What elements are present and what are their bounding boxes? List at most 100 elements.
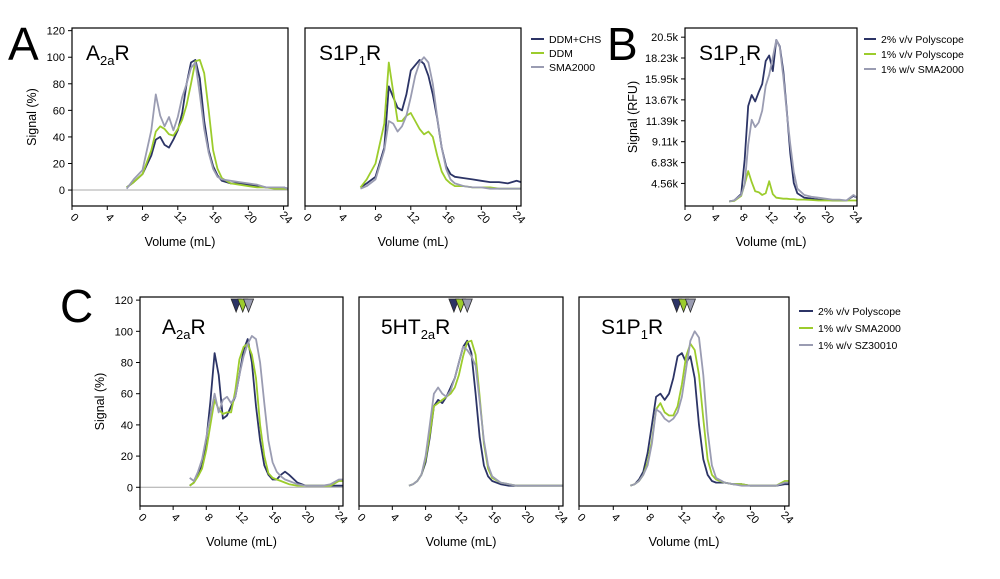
x-tick-label: 16: [710, 509, 727, 526]
x-tick-label: 0: [136, 511, 149, 524]
series-line-3: [729, 39, 858, 203]
panel-letter-b: B: [607, 18, 638, 70]
series-line-1: [360, 59, 522, 189]
y-axis-label: Signal (RFU): [626, 81, 640, 153]
x-tick-label: 20: [819, 209, 836, 226]
plot-frame: [684, 27, 858, 207]
chart-b: 0 4 8 12 16 20 24 4.56k 6.83k 9.11k 11.39k 13.67k 15…: [626, 27, 964, 249]
chart-title: S1P1R: [319, 42, 381, 68]
series-line-3: [408, 346, 563, 487]
x-tick-label: 8: [421, 511, 434, 524]
x-tick-label: 8: [138, 211, 151, 224]
x-tick-label: 24: [847, 209, 864, 226]
x-tick-label: 4: [169, 511, 182, 524]
x-tick-label: 16: [791, 209, 808, 226]
legend-label: 1% w/v SMA2000: [881, 64, 964, 76]
legend-label: DDM: [549, 48, 573, 60]
x-tick-label: 8: [737, 211, 750, 224]
x-axis-label: Volume (mL): [378, 235, 449, 249]
x-tick-label: 20: [744, 509, 761, 526]
y-tick-label: 80: [53, 79, 65, 91]
legend-label: 2% v/v Polyscope: [818, 306, 901, 318]
legend-label: DDM+CHS: [549, 34, 601, 46]
chart-c3: 0 4 8 12 16 20 24 Volume (mL) S1P1R 2% v/v Polysc…: [575, 296, 901, 549]
x-tick-label: 20: [299, 509, 316, 526]
x-tick-label: 4: [709, 211, 722, 224]
y-tick-label: 60: [121, 389, 133, 401]
y-axis-label: Signal (%): [93, 373, 107, 431]
x-tick-label: 16: [440, 209, 457, 226]
peak-marker-1: [671, 298, 683, 314]
series-line-3: [189, 335, 343, 487]
x-tick-label: 16: [486, 509, 503, 526]
x-tick-label: 0: [301, 211, 314, 224]
y-tick-label: 18.23k: [645, 53, 679, 65]
x-tick-label: 4: [103, 211, 116, 224]
y-tick-label: 20: [53, 158, 65, 170]
y-tick-label: 9.11k: [652, 137, 679, 149]
plot-frame: [358, 296, 564, 507]
peak-marker-3: [242, 298, 255, 314]
x-tick-label: 24: [277, 209, 294, 226]
x-tick-label: 0: [355, 511, 368, 524]
chart-title: A2aR: [162, 316, 206, 342]
series-line-3: [125, 61, 289, 190]
chart-title: 5HT2aR: [381, 316, 450, 342]
x-tick-label: 8: [371, 211, 384, 224]
series-line-1: [126, 59, 289, 190]
legend-label: SMA2000: [549, 62, 595, 74]
series-line-2: [359, 61, 521, 190]
x-axis-label: Volume (mL): [426, 535, 497, 549]
y-tick-label: 11.39k: [646, 116, 679, 128]
chart-title: S1P1R: [601, 316, 663, 342]
x-tick-label: 24: [510, 209, 527, 226]
x-tick-label: 20: [519, 509, 536, 526]
y-tick-label: 100: [47, 52, 65, 64]
chart-title: S1P1R: [699, 42, 761, 68]
peak-marker-3: [684, 298, 697, 314]
x-tick-label: 8: [643, 511, 656, 524]
y-tick-label: 20: [121, 451, 133, 463]
x-tick-label: 12: [233, 509, 250, 526]
y-tick-label: 15.95k: [645, 74, 679, 86]
x-tick-label: 8: [202, 511, 215, 524]
x-tick-label: 12: [675, 509, 692, 526]
legend-label: 1% v/v Polyscope: [881, 49, 964, 61]
panel-letter-c: C: [60, 280, 93, 332]
x-tick-label: 16: [207, 209, 224, 226]
plot-frame: [304, 27, 522, 207]
x-tick-label: 4: [336, 211, 349, 224]
chart-c2: 0 4 8 12 16 20 24 Volume (mL) 5HT2aR: [355, 296, 570, 549]
peak-marker-2: [677, 298, 690, 314]
x-tick-label: 24: [778, 509, 795, 526]
y-tick-label: 0: [127, 482, 133, 494]
plot-frame: [139, 296, 344, 507]
x-tick-label: 16: [266, 509, 283, 526]
x-tick-label: 0: [575, 511, 588, 524]
x-axis-label: Volume (mL): [145, 235, 216, 249]
x-axis-label: Volume (mL): [736, 235, 807, 249]
legend-label: 1% w/v SMA2000: [818, 323, 901, 335]
chart-a1: 0 4 8 12 16 20 24 0 20 40 60 80 100 120 Volume (mL) Sig…: [25, 26, 294, 249]
x-tick-label: 24: [332, 509, 349, 526]
chart-c1: 0 4 8 12 16 20 24 0 20 40 60 80 100 120 Volume (mL) Sig…: [93, 295, 350, 549]
y-tick-label: 60: [53, 105, 65, 117]
x-tick-label: 20: [242, 209, 259, 226]
y-tick-label: 40: [121, 420, 133, 432]
x-tick-label: 0: [681, 211, 694, 224]
x-axis-label: Volume (mL): [649, 535, 720, 549]
y-tick-label: 0: [59, 185, 65, 197]
y-tick-label: 120: [47, 26, 65, 38]
series-line-3: [630, 330, 789, 487]
x-axis-label: Volume (mL): [206, 535, 277, 549]
chart-title: A2aR: [86, 42, 130, 68]
plot-frame: [578, 296, 790, 507]
legend-label: 1% w/v SZ30010: [818, 340, 898, 352]
x-tick-label: 12: [763, 209, 780, 226]
x-tick-label: 12: [452, 509, 469, 526]
legend-label: 2% v/v Polyscope: [881, 34, 964, 46]
y-tick-label: 4.56k: [651, 178, 678, 190]
y-tick-label: 100: [115, 326, 133, 338]
chart-a2: 0 4 8 12 16 20 24 Volume (mL) S1P1R DDM+CHS DDM SMA…: [301, 27, 601, 249]
